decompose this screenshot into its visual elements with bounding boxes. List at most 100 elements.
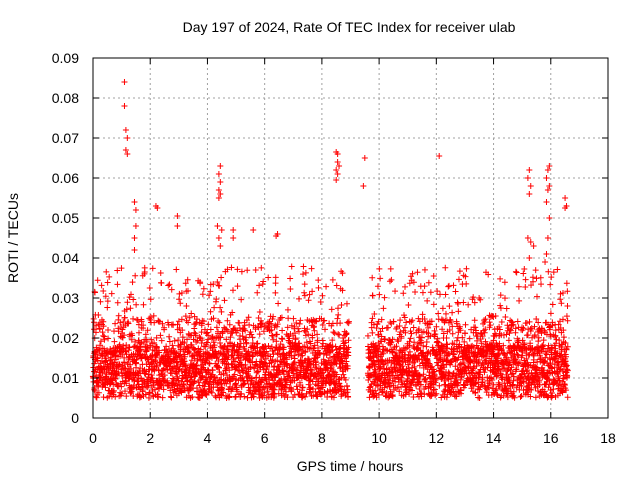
data-point (118, 390, 125, 397)
data-point (481, 369, 488, 376)
data-point (546, 215, 553, 221)
data-point (418, 390, 425, 397)
data-point (455, 300, 462, 307)
data-point (336, 331, 343, 338)
data-point (443, 334, 450, 341)
data-point (104, 279, 111, 286)
data-point (279, 336, 286, 343)
data-point (174, 213, 181, 219)
data-point (380, 305, 387, 312)
data-point (402, 283, 409, 290)
data-point (149, 375, 156, 382)
data-point (274, 321, 281, 328)
data-point (425, 279, 432, 286)
data-point (229, 385, 236, 392)
data-point (309, 378, 316, 385)
data-point (556, 377, 563, 384)
x-tick-label: 18 (600, 430, 616, 446)
data-point (234, 388, 241, 395)
data-point (396, 388, 403, 395)
data-point (206, 378, 213, 385)
data-point (503, 390, 510, 397)
data-point (560, 375, 567, 382)
data-point (394, 336, 401, 343)
data-point (469, 376, 476, 383)
data-point (262, 355, 269, 362)
data-point (144, 327, 151, 334)
data-point (256, 282, 263, 289)
data-point (542, 350, 549, 357)
data-point (562, 195, 569, 201)
data-point (258, 324, 265, 331)
data-point (238, 390, 245, 397)
data-point (181, 363, 188, 370)
data-point (525, 373, 532, 380)
data-point (532, 267, 539, 274)
data-point (150, 312, 157, 319)
data-point (277, 315, 284, 322)
data-point (301, 343, 308, 350)
data-point (559, 316, 566, 323)
data-point (196, 334, 203, 341)
data-point (155, 393, 162, 400)
data-point (230, 235, 237, 241)
data-point (501, 364, 508, 371)
data-point (96, 347, 103, 354)
data-point (542, 391, 549, 398)
data-point (496, 323, 503, 330)
data-point (182, 280, 189, 287)
data-point (244, 267, 251, 274)
data-point (167, 393, 174, 400)
data-point (525, 370, 532, 377)
data-point (396, 323, 403, 330)
data-point (537, 274, 544, 281)
data-point (100, 288, 107, 295)
data-point (490, 381, 497, 388)
data-point (436, 153, 443, 159)
data-point (552, 340, 559, 347)
data-point (137, 346, 144, 353)
data-point (304, 326, 311, 333)
data-point (170, 345, 177, 352)
data-point (375, 318, 382, 325)
data-point (492, 313, 499, 320)
data-point (498, 319, 505, 326)
data-point (377, 365, 384, 372)
data-point (561, 381, 568, 388)
data-point (270, 351, 277, 358)
data-point (446, 326, 453, 333)
data-point (163, 343, 170, 350)
data-point (421, 316, 428, 323)
data-point (127, 365, 134, 372)
data-point (370, 321, 377, 328)
data-point (384, 347, 391, 354)
data-point (215, 171, 222, 177)
data-point (332, 343, 339, 350)
data-point (204, 329, 211, 336)
data-point (311, 342, 318, 349)
data-point (387, 265, 394, 272)
data-point (253, 361, 260, 368)
data-point (142, 391, 149, 398)
data-point (552, 332, 559, 339)
data-point (217, 350, 224, 357)
data-point (216, 319, 223, 326)
data-point (102, 384, 109, 391)
data-point (243, 334, 250, 341)
data-point (289, 378, 296, 385)
data-point (122, 147, 129, 153)
data-point (492, 387, 499, 394)
data-point (128, 388, 135, 395)
data-point (523, 319, 530, 326)
data-point (416, 378, 423, 385)
data-point (402, 324, 409, 331)
data-point (300, 263, 307, 270)
data-point (458, 361, 465, 368)
data-point (312, 381, 319, 388)
data-point (205, 332, 212, 339)
data-point (510, 388, 517, 395)
data-point (112, 393, 119, 400)
data-point (236, 325, 243, 332)
data-point (98, 282, 105, 289)
